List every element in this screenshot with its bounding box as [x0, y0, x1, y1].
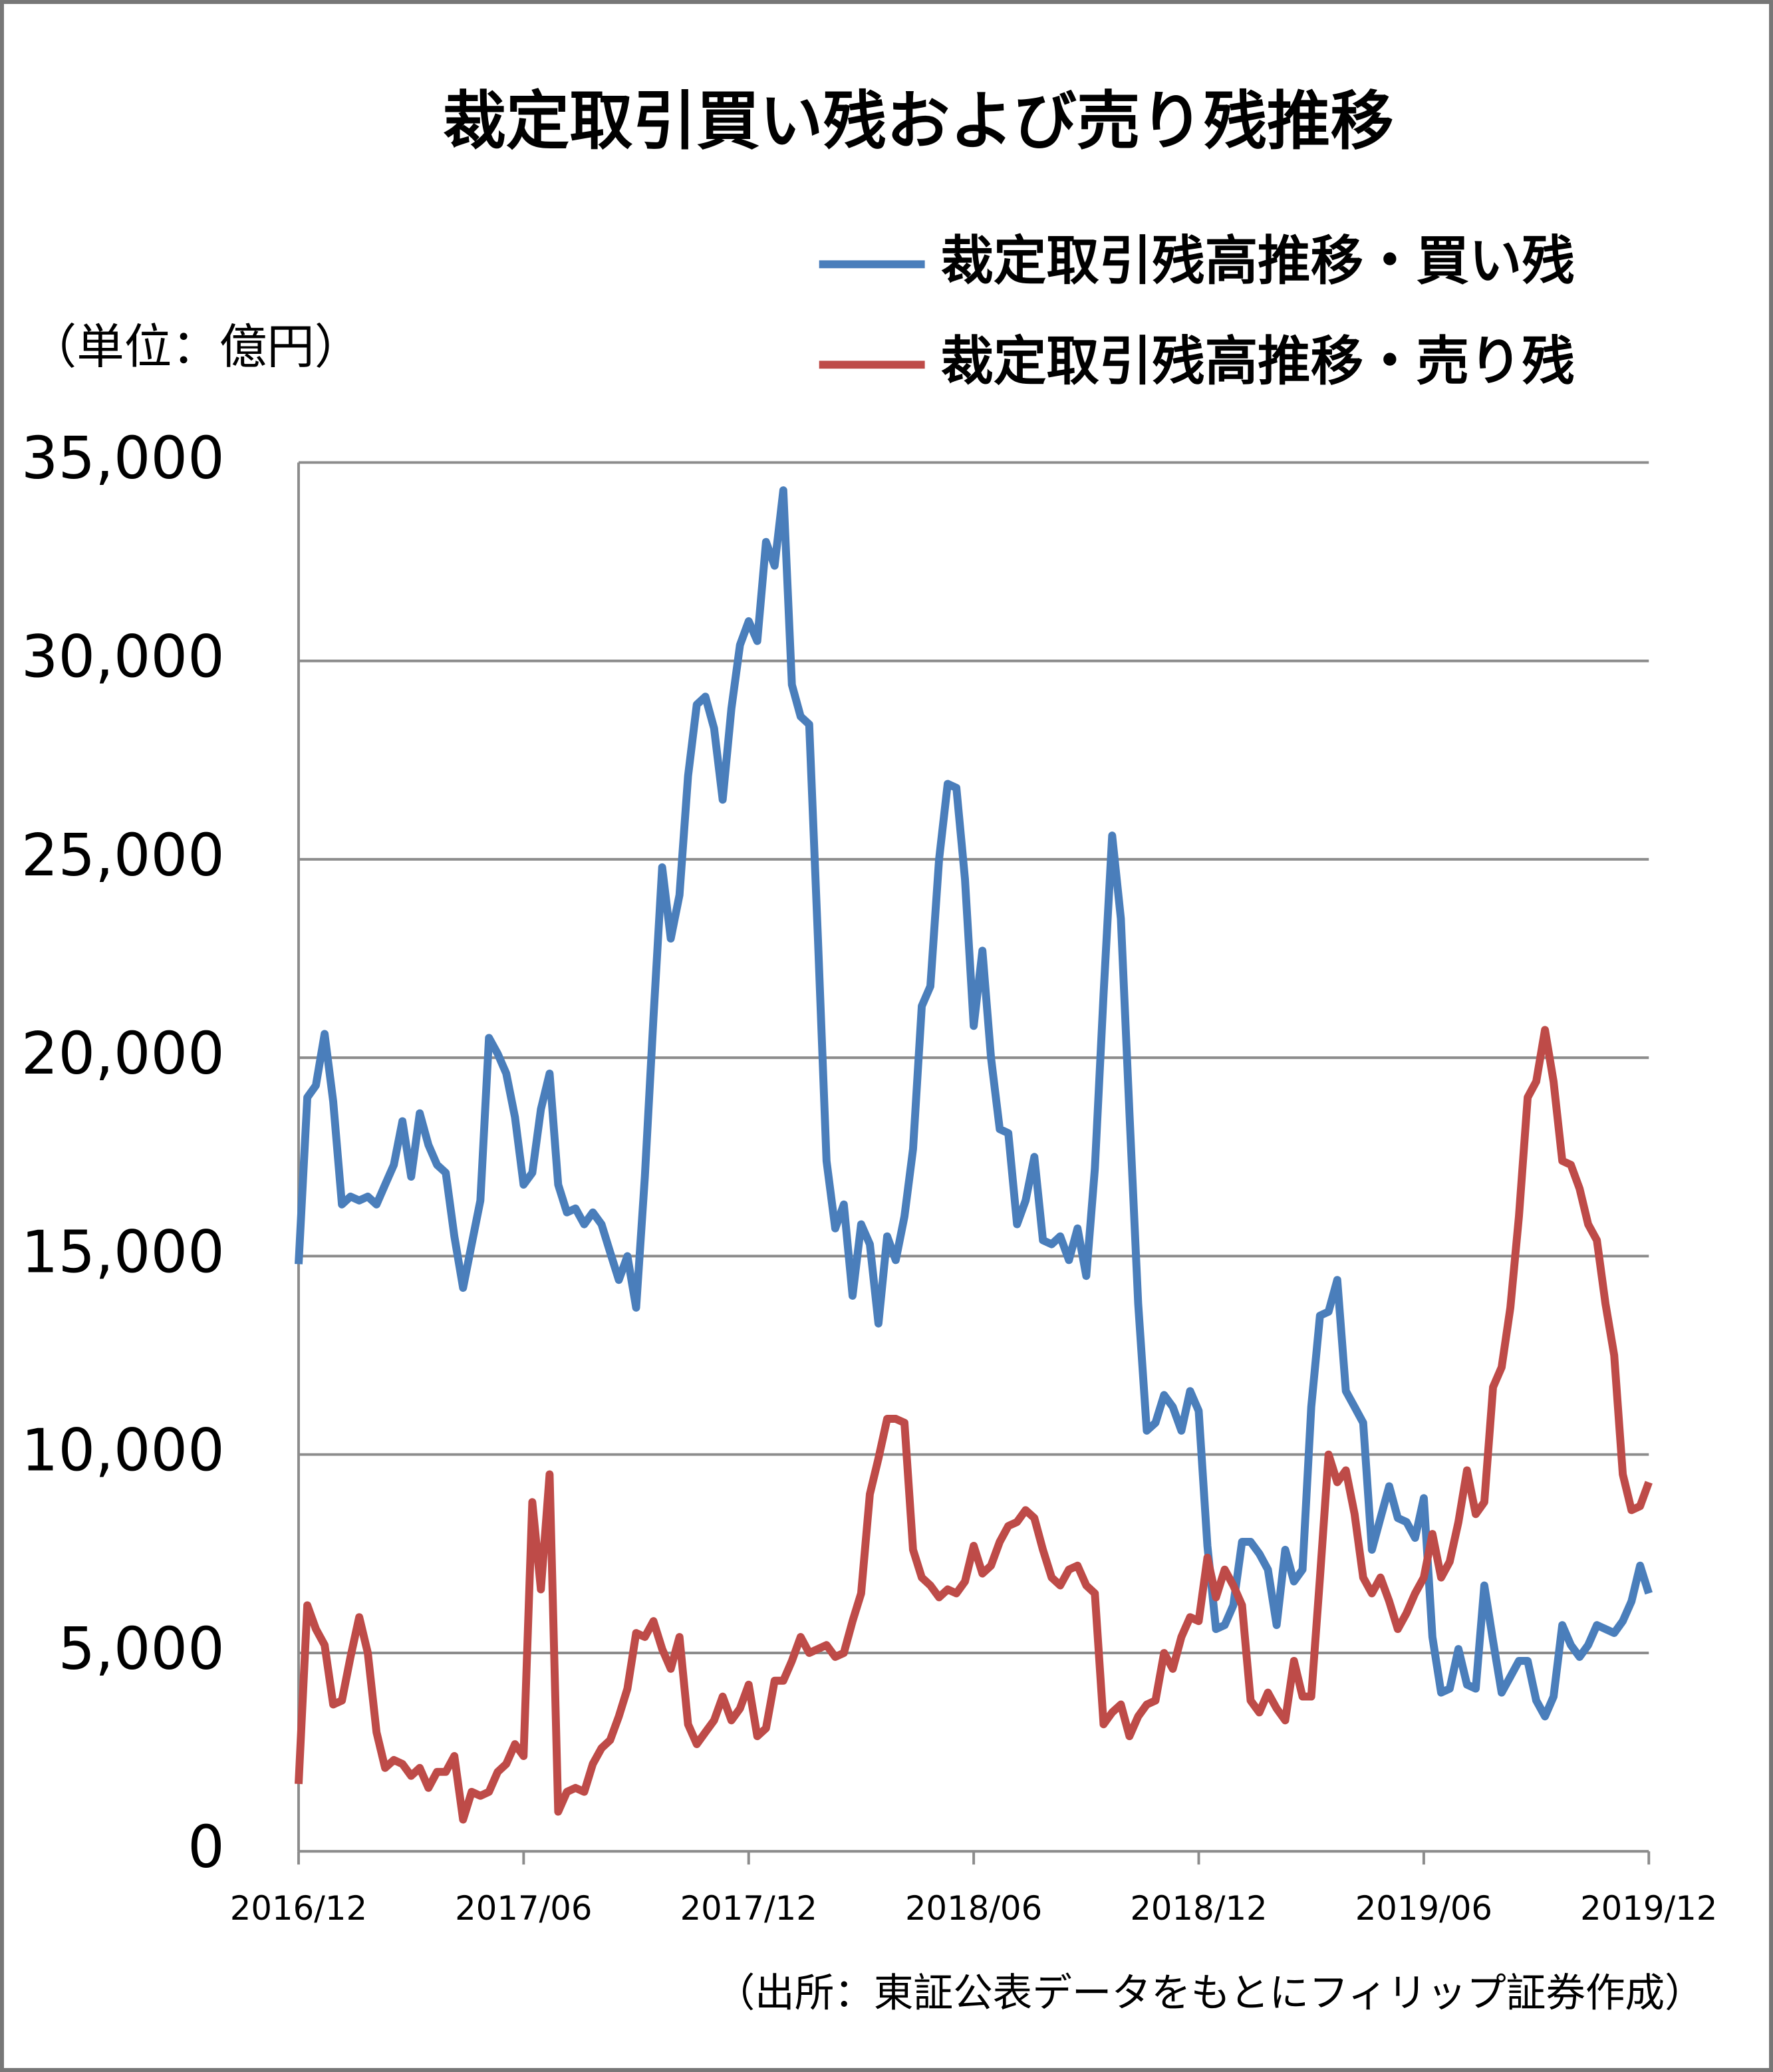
legend-label: 裁定取引残高推移・買い残	[940, 229, 1574, 291]
x-tick-label: 2017/06	[455, 1889, 592, 1928]
y-tick-label: 25,000	[21, 821, 225, 889]
y-tick-label: 35,000	[21, 424, 225, 492]
y-tick-label: 15,000	[21, 1218, 225, 1286]
x-tick-label: 2018/06	[905, 1889, 1042, 1928]
x-tick-label: 2019/06	[1355, 1889, 1492, 1928]
y-tick-label: 0	[188, 1813, 225, 1881]
x-tick-label: 2018/12	[1130, 1889, 1267, 1928]
series-line	[295, 486, 1653, 1721]
y-tick-label: 30,000	[21, 623, 225, 691]
x-tick-label: 2019/12	[1580, 1889, 1717, 1928]
y-tick-label: 5,000	[59, 1615, 225, 1683]
source-note: （出所：東証公表データをもとにフィリップ証券作成）	[716, 1970, 1705, 2016]
y-tick-label: 10,000	[21, 1417, 225, 1485]
y-tick-label: 20,000	[21, 1020, 225, 1088]
x-tick-label: 2016/12	[230, 1889, 367, 1928]
series-line	[295, 1026, 1653, 1824]
legend-label: 裁定取引残高推移・売り残	[940, 330, 1574, 392]
chart-title: 裁定取引買い残および売り残推移	[443, 84, 1394, 158]
unit-label: （単位：億円）	[29, 319, 362, 374]
x-tick-label: 2017/12	[680, 1889, 817, 1928]
